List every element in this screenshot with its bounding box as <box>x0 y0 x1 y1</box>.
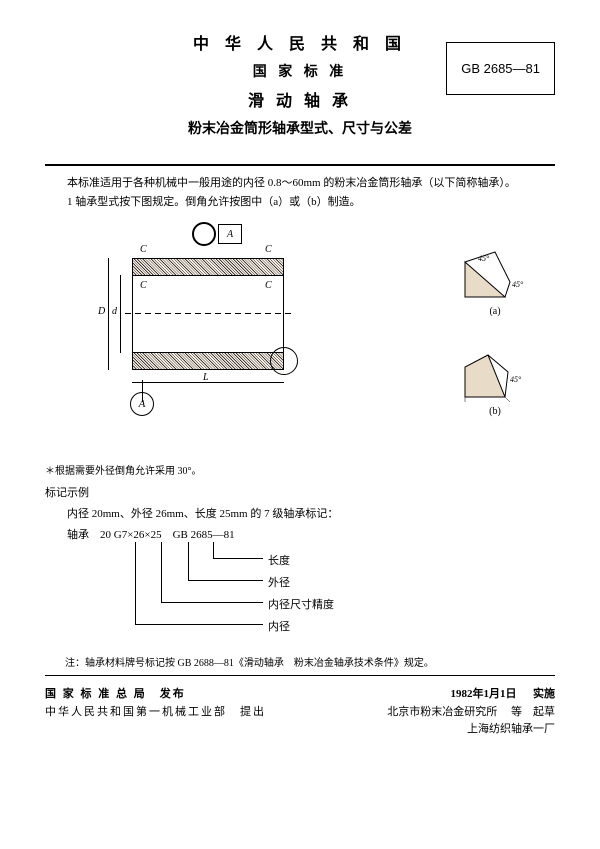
footer-impl <box>519 688 530 700</box>
svg-text:45°: 45° <box>512 280 524 289</box>
figure-area: A C C C C D d L A <box>45 217 555 452</box>
detail-b: 45° (b) <box>455 347 535 417</box>
dim-c: C <box>140 280 147 291</box>
example-line1: 内径 20mm、外径 26mm、长度 25mm 的 7 级轴承标记： <box>45 504 555 525</box>
example-heading: 标记示例 <box>45 483 555 504</box>
divider <box>45 164 555 166</box>
bracket-diagram: 长度 外径 内径尺寸精度 内径 <box>123 542 555 642</box>
divider-thin <box>45 675 555 676</box>
dim-L: L <box>203 372 209 383</box>
dim-d: d <box>112 306 117 317</box>
svg-text:45°: 45° <box>478 254 490 263</box>
footer-date: 1982年1月1日 <box>451 688 517 700</box>
section-top <box>132 258 284 276</box>
footer-drafter2: 上海纺织轴承一厂 <box>387 721 555 739</box>
footer-drafter1: 北京市粉末冶金研究所 <box>387 706 497 718</box>
section-symbol: A <box>192 222 242 246</box>
dim-D: D <box>98 306 105 317</box>
example-block: 标记示例 内径 20mm、外径 26mm、长度 25mm 的 7 级轴承标记： … <box>45 483 555 642</box>
detail-a: 45° 45° (a) <box>455 247 535 317</box>
dim-c: C <box>265 280 272 291</box>
section-bottom <box>132 352 284 370</box>
dim-C: C <box>265 244 272 255</box>
svg-text:45°: 45° <box>510 375 522 384</box>
star-note: ＊根据需要外径倒角允许采用 30°。 <box>45 462 555 477</box>
subtitle: 粉末冶金筒形轴承型式、尺寸与公差 <box>45 117 555 144</box>
footer-issuer: 国 家 标 准 总 局 发布 <box>45 686 186 704</box>
intro-line-1: 本标准适用于各种机械中一般用途的内径 0.8～60mm 的粉末冶金筒形轴承（以下… <box>45 174 555 193</box>
footer-proposer: 中华人民共和国第一机械工业部 提出 <box>45 704 266 739</box>
gb-code-box: GB 2685—81 <box>446 42 555 95</box>
foot-note: 注：轴承材料牌号标记按 GB 2688—81《滑动轴承 粉末冶金轴承技术条件》规… <box>45 654 555 669</box>
dim-C: C <box>140 244 147 255</box>
intro-line-2: 1 轴承型式按下图规定。倒角允许按图中（a）或（b）制造。 <box>45 193 555 212</box>
